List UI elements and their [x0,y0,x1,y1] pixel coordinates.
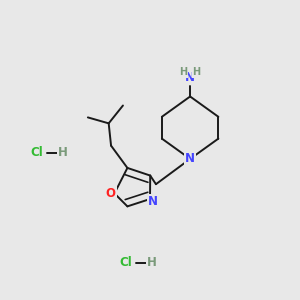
Text: N: N [185,152,195,165]
Text: O: O [106,187,116,200]
Text: H: H [57,146,67,160]
Text: H: H [146,256,156,269]
Text: H: H [179,68,188,77]
Text: Cl: Cl [120,256,133,269]
Text: N: N [148,195,158,208]
Text: H: H [193,68,201,77]
Text: N: N [185,71,195,84]
Text: Cl: Cl [31,146,44,160]
